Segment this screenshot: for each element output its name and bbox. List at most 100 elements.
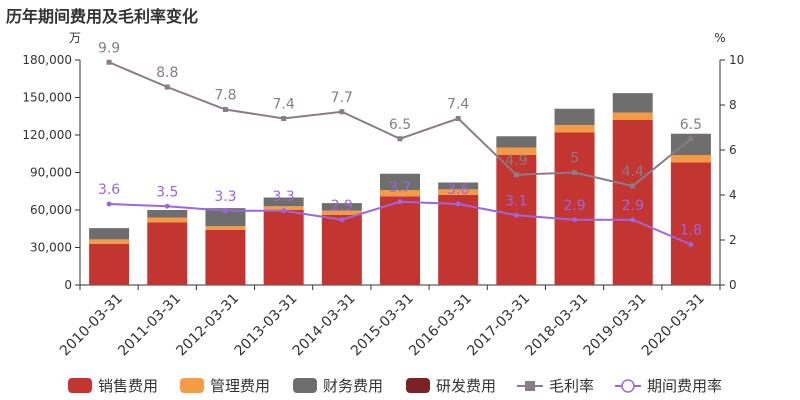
bar-管理费用 [496, 147, 537, 155]
legend-label-财务费用: 财务费用 [323, 377, 383, 395]
right-axis-tick-label: 10 [729, 53, 744, 67]
data-label-期间费用率: 3.6 [98, 182, 120, 198]
bar-管理费用 [263, 206, 304, 210]
legend-swatch-管理费用 [180, 378, 204, 393]
bar-销售费用 [263, 210, 304, 285]
left-axis-tick-label: 60,000 [30, 203, 72, 217]
bar-管理费用 [321, 210, 362, 215]
left-axis-tick-label: 120,000 [22, 128, 72, 142]
point-期间费用率 [106, 201, 112, 207]
data-label-毛利率: 7.4 [447, 97, 469, 113]
data-label-期间费用率: 3.3 [273, 189, 295, 205]
bar-销售费用 [670, 162, 711, 285]
data-label-毛利率: 8.8 [156, 65, 178, 81]
point-毛利率 [630, 183, 636, 189]
left-axis-tick-label: 0 [64, 278, 72, 292]
data-label-毛利率: 5 [570, 151, 579, 167]
legend-swatch-研发费用 [406, 378, 430, 393]
right-axis-tick-label: 0 [729, 278, 737, 292]
data-label-毛利率: 4.4 [622, 164, 644, 180]
legend-swatch-销售费用 [68, 378, 92, 393]
bar-销售费用 [147, 222, 188, 285]
legend-marker-毛利率 [525, 381, 535, 391]
point-期间费用率 [397, 199, 403, 205]
bar-财务费用 [554, 108, 595, 125]
bar-销售费用 [554, 132, 595, 285]
left-axis-unit: 万 [69, 31, 81, 45]
point-毛利率 [106, 59, 112, 65]
bar-财务费用 [670, 133, 711, 155]
x-axis-tick-label: 2020-03-31 [639, 291, 708, 360]
right-axis-tick-label: 4 [729, 188, 737, 202]
data-label-期间费用率: 3.1 [505, 193, 527, 209]
data-label-期间费用率: 2.9 [563, 198, 585, 214]
data-label-期间费用率: 2.9 [622, 198, 644, 214]
point-毛利率 [222, 107, 228, 112]
bar-财务费用 [438, 182, 479, 190]
bar-财务费用 [612, 93, 653, 113]
bar-管理费用 [147, 217, 188, 223]
right-axis-tick-label: 8 [729, 98, 737, 112]
point-毛利率 [688, 136, 694, 142]
bar-销售费用 [612, 120, 653, 285]
legend-label-销售费用: 销售费用 [98, 377, 158, 395]
bar-财务费用 [496, 136, 537, 148]
legend-label-毛利率: 毛利率 [549, 377, 594, 395]
bar-财务费用 [147, 210, 188, 218]
bar-销售费用 [321, 215, 362, 285]
point-期间费用率 [222, 208, 228, 214]
data-label-毛利率: 7.8 [214, 88, 236, 104]
bar-管理费用 [89, 239, 130, 244]
point-毛利率 [455, 116, 461, 121]
legend-label-期间费用率: 期间费用率 [647, 377, 722, 395]
right-axis-tick-label: 2 [729, 233, 737, 247]
point-期间费用率 [513, 212, 519, 218]
bar-销售费用 [380, 196, 420, 285]
bar-管理费用 [205, 226, 246, 230]
data-label-毛利率: 4.9 [505, 153, 527, 169]
legend-label-管理费用: 管理费用 [210, 377, 270, 395]
point-期间费用率 [164, 203, 170, 209]
point-期间费用率 [688, 242, 694, 247]
data-label-毛利率: 6.5 [389, 117, 411, 133]
point-毛利率 [339, 109, 345, 115]
point-毛利率 [281, 116, 287, 121]
left-axis-tick-label: 150,000 [22, 91, 72, 105]
point-期间费用率 [281, 208, 287, 214]
bar-财务费用 [263, 197, 304, 207]
bar-财务费用 [89, 228, 130, 240]
data-label-毛利率: 9.9 [98, 40, 120, 56]
data-label-毛利率: 7.7 [331, 90, 353, 106]
right-axis-unit: % [714, 31, 725, 45]
legend-marker-期间费用率 [621, 379, 635, 393]
right-axis-tick-label: 6 [729, 143, 737, 157]
data-label-毛利率: 7.4 [273, 97, 295, 113]
point-期间费用率 [455, 201, 461, 207]
bar-销售费用 [89, 243, 130, 285]
legend-swatch-财务费用 [293, 378, 317, 393]
data-label-期间费用率: 3.3 [214, 189, 236, 205]
chart-title: 历年期间费用及毛利率变化 [6, 7, 199, 26]
point-毛利率 [397, 136, 403, 142]
point-毛利率 [572, 170, 578, 175]
data-label-期间费用率: 3.7 [389, 180, 411, 196]
bar-管理费用 [612, 112, 653, 120]
left-axis-tick-label: 90,000 [30, 166, 72, 180]
data-label-期间费用率: 1.8 [680, 223, 702, 239]
bar-管理费用 [670, 155, 711, 163]
bar-销售费用 [205, 230, 246, 285]
bar-财务费用 [321, 203, 362, 211]
bar-管理费用 [380, 190, 420, 197]
data-label-期间费用率: 2.9 [331, 198, 353, 214]
data-label-毛利率: 6.5 [680, 117, 702, 133]
left-axis-tick-label: 180,000 [22, 53, 72, 67]
point-期间费用率 [339, 217, 345, 223]
bar-管理费用 [554, 125, 595, 133]
point-毛利率 [513, 172, 519, 178]
left-axis-tick-label: 30,000 [30, 241, 72, 255]
bar-销售费用 [438, 195, 479, 285]
data-label-期间费用率: 3.5 [156, 184, 178, 200]
point-期间费用率 [572, 217, 578, 223]
